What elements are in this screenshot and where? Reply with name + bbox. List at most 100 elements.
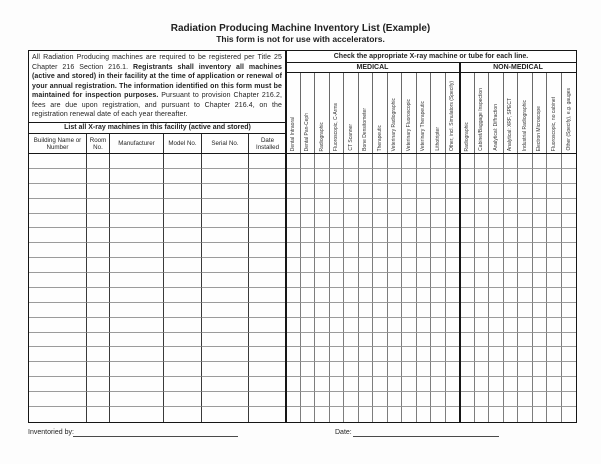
check-cell xyxy=(344,228,359,244)
machine-col-bone-densitometer: Bone Densitometer xyxy=(359,73,373,153)
check-cell xyxy=(503,154,518,169)
check-cell xyxy=(460,332,475,348)
machine-col-label: Dental Pan-Ceph xyxy=(304,112,311,151)
entry-cell xyxy=(29,154,87,169)
check-cell xyxy=(315,154,330,169)
check-cell xyxy=(547,198,562,214)
check-cell xyxy=(547,332,562,348)
check-cell xyxy=(329,302,344,318)
check-cell xyxy=(300,377,315,392)
inventory-form: All Radiation Producing machines are req… xyxy=(28,50,577,423)
entry-cell xyxy=(87,228,110,244)
entry-cell xyxy=(164,213,202,229)
check-cell xyxy=(489,287,504,303)
check-cell xyxy=(402,377,417,392)
entry-cell xyxy=(29,347,87,363)
entry-cell xyxy=(202,392,249,407)
check-cell xyxy=(387,273,402,288)
check-cell xyxy=(300,317,315,333)
check-cell xyxy=(286,287,301,303)
check-cell xyxy=(518,377,533,392)
entry-cell xyxy=(249,406,286,422)
check-cell xyxy=(358,347,373,363)
check-cell xyxy=(373,243,388,259)
machine-col-analytical-xrf-spect: Analytical: XRF, SPECT xyxy=(504,73,518,153)
check-cell xyxy=(547,406,562,422)
entry-cell xyxy=(110,213,164,229)
check-cell xyxy=(532,362,547,378)
check-cell xyxy=(460,392,475,407)
entry-cell xyxy=(87,168,110,184)
check-cell xyxy=(301,406,315,422)
check-cell xyxy=(329,183,344,199)
check-cell xyxy=(387,198,402,214)
entry-cell xyxy=(249,273,286,288)
instructions-bold-part: Registrants shall inventory all machines… xyxy=(32,63,283,100)
entry-cell xyxy=(202,183,249,199)
check-cell xyxy=(445,392,460,407)
check-cell xyxy=(402,183,417,199)
machine-col-analytical-diffraction: Analytical: Diffraction xyxy=(489,73,504,153)
check-cell xyxy=(416,332,431,348)
check-cell xyxy=(503,302,518,318)
entry-cell xyxy=(202,332,249,348)
check-cell xyxy=(329,332,344,348)
check-cell xyxy=(402,273,417,288)
check-cell xyxy=(358,228,373,244)
check-cell xyxy=(344,317,359,333)
check-cell xyxy=(416,347,431,363)
check-cell xyxy=(329,258,344,273)
check-cell xyxy=(518,406,533,422)
entry-cell xyxy=(202,213,249,229)
check-cell xyxy=(416,228,431,244)
check-cell xyxy=(373,377,388,392)
check-cell xyxy=(358,287,373,303)
entry-cell xyxy=(29,198,87,214)
check-cell xyxy=(402,228,417,244)
check-cell xyxy=(373,258,388,273)
check-cell xyxy=(518,198,533,214)
check-cell xyxy=(358,332,373,348)
check-cell xyxy=(416,154,431,169)
check-cell xyxy=(286,302,301,318)
entry-cell xyxy=(110,362,164,378)
entry-cell xyxy=(164,302,202,318)
check-cell xyxy=(562,407,577,422)
entry-cell xyxy=(202,273,249,288)
check-cell xyxy=(373,273,388,288)
check-cell xyxy=(315,347,330,363)
entry-cell xyxy=(202,258,249,273)
check-cell xyxy=(547,154,562,169)
check-cell xyxy=(388,406,402,422)
check-cell xyxy=(373,228,388,244)
check-cell xyxy=(402,332,417,348)
check-cell xyxy=(416,198,431,214)
check-cell xyxy=(300,392,315,407)
entry-cell xyxy=(110,183,164,199)
check-cell xyxy=(445,273,460,288)
check-cell xyxy=(329,287,344,303)
check-cell xyxy=(344,198,359,214)
entry-cell xyxy=(87,332,110,348)
machine-col-label: Analytical: XRF, SPECT xyxy=(507,97,514,151)
inventory-grid xyxy=(29,154,576,422)
check-cell xyxy=(416,302,431,318)
check-cell xyxy=(344,213,359,229)
check-cell xyxy=(315,273,330,288)
entry-cell xyxy=(164,287,202,303)
check-cell xyxy=(503,258,518,273)
date-signature-line xyxy=(353,428,499,437)
check-cell xyxy=(431,287,446,303)
check-cell xyxy=(431,332,446,348)
check-cell xyxy=(358,154,373,169)
entry-cell xyxy=(87,377,110,392)
machine-col-veterinary-therapeutic: Veterinary Therapeutic xyxy=(417,73,431,153)
check-cell xyxy=(504,406,518,422)
check-cell xyxy=(561,392,576,407)
check-cell xyxy=(474,258,489,273)
check-instruction-banner: Check the appropriate X-ray machine or t… xyxy=(286,51,576,63)
entry-cell xyxy=(87,347,110,363)
entry-cell xyxy=(164,154,202,169)
check-cell xyxy=(344,406,359,422)
check-cell xyxy=(286,362,301,378)
